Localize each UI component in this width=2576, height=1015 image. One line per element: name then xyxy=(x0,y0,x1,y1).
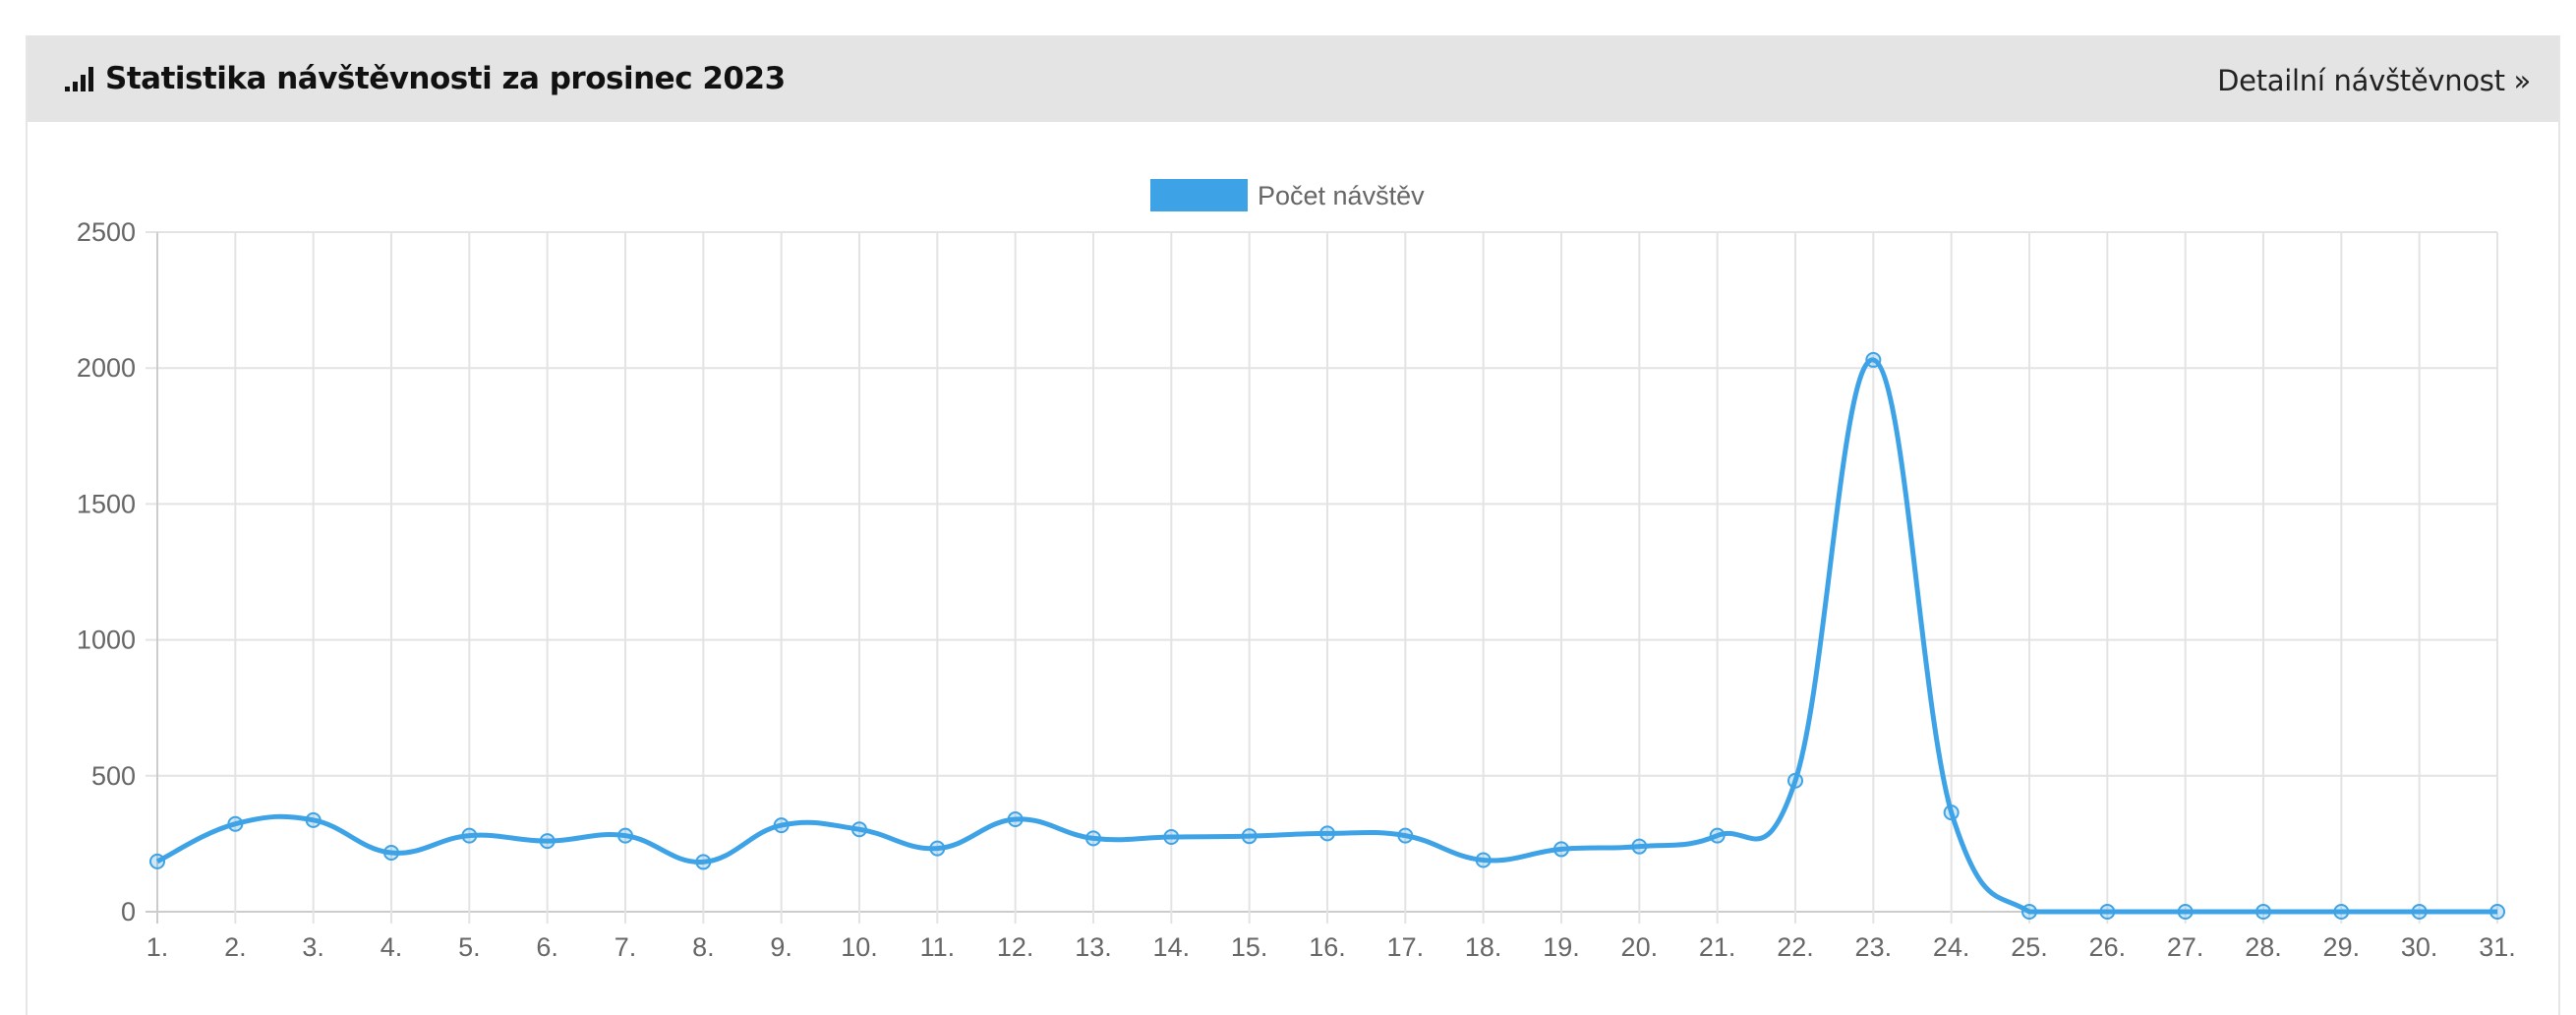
x-tick-label: 15. xyxy=(1231,932,1268,962)
data-point xyxy=(1163,828,1180,845)
data-point xyxy=(929,840,946,857)
data-point xyxy=(1319,825,1335,842)
chart-legend: Počet návštěv xyxy=(1150,179,1425,211)
panel-title: Statistika návštěvnosti za prosinec 2023 xyxy=(105,61,786,96)
data-point xyxy=(617,827,633,844)
data-point xyxy=(851,821,867,838)
data-point xyxy=(2333,904,2350,920)
panel-header: Statistika návštěvnosti za prosinec 2023… xyxy=(28,35,2558,122)
y-tick-label: 500 xyxy=(91,761,136,791)
x-tick-label: 9. xyxy=(770,932,792,962)
data-point xyxy=(1943,805,1960,821)
data-point xyxy=(1475,852,1492,868)
chart-points xyxy=(149,351,2505,920)
data-point xyxy=(383,845,399,862)
x-tick-label: 23. xyxy=(1855,932,1893,962)
x-tick-label: 17. xyxy=(1387,932,1425,962)
x-tick-label: 21. xyxy=(1699,932,1736,962)
x-tick-label: 11. xyxy=(920,932,956,962)
x-tick-label: 26. xyxy=(2089,932,2127,962)
data-point xyxy=(1865,351,1882,368)
data-point xyxy=(2021,904,2037,920)
data-point xyxy=(1241,828,1258,845)
x-tick-label: 28. xyxy=(2245,932,2282,962)
y-tick-label: 2000 xyxy=(77,353,136,383)
x-tick-label: 5. xyxy=(458,932,481,962)
series-line xyxy=(155,357,2497,915)
data-point xyxy=(1007,811,1024,828)
x-tick-label: 12. xyxy=(997,932,1034,962)
y-tick-label: 1000 xyxy=(77,626,136,655)
y-tick-label: 1500 xyxy=(77,489,136,518)
y-tick-label: 0 xyxy=(121,897,136,926)
chart-grid xyxy=(146,231,2498,924)
x-tick-label: 30. xyxy=(2401,932,2438,962)
x-tick-label: 31. xyxy=(2479,932,2516,962)
data-point xyxy=(305,811,322,828)
chart-axes: 0 500 1000 1500 2000 2500 1. 2. 3. 4. 5. 6. 7. 8. 9. 10… xyxy=(77,217,2516,962)
x-tick-label: 18. xyxy=(1465,932,1502,962)
x-tick-label: 27. xyxy=(2167,932,2204,962)
x-tick-label: 24. xyxy=(1933,932,1970,962)
data-point xyxy=(227,815,244,832)
x-tick-label: 19. xyxy=(1543,932,1580,962)
data-point xyxy=(539,833,556,850)
data-point xyxy=(2489,904,2505,920)
chart-series xyxy=(155,357,2497,915)
x-tick-label: 14. xyxy=(1153,932,1191,962)
x-tick-label: 1. xyxy=(146,932,169,962)
x-tick-label: 13. xyxy=(1075,932,1112,962)
legend-label: Počet návštěv xyxy=(1258,181,1425,210)
x-tick-label: 6. xyxy=(536,932,558,962)
x-tick-label: 25. xyxy=(2011,932,2048,962)
x-tick-label: 22. xyxy=(1777,932,1814,962)
data-point xyxy=(1709,827,1726,844)
data-point xyxy=(2099,904,2116,920)
x-tick-label: 20. xyxy=(1621,932,1659,962)
stats-panel: Statistika návštěvnosti za prosinec 2023… xyxy=(26,35,2560,1015)
data-point xyxy=(1397,827,1414,844)
legend-swatch xyxy=(1150,179,1248,211)
data-point xyxy=(1085,830,1101,847)
x-tick-label: 7. xyxy=(615,932,637,962)
data-point xyxy=(1787,772,1803,789)
data-point xyxy=(149,853,165,869)
panel-title-wrap: Statistika návštěvnosti za prosinec 2023 xyxy=(65,35,786,122)
x-tick-label: 16. xyxy=(1309,932,1346,962)
x-tick-label: 10. xyxy=(841,932,878,962)
data-point xyxy=(2255,904,2271,920)
x-tick-label: 3. xyxy=(302,932,324,962)
x-tick-label: 29. xyxy=(2323,932,2361,962)
y-tick-label: 2500 xyxy=(77,217,136,247)
detail-visits-link[interactable]: Detailní návštěvnost » xyxy=(2217,64,2531,97)
x-tick-label: 4. xyxy=(381,932,403,962)
data-point xyxy=(1631,838,1648,855)
data-point xyxy=(695,854,712,870)
signal-bars-icon xyxy=(65,66,93,91)
data-point xyxy=(773,817,790,834)
x-tick-label: 8. xyxy=(692,932,715,962)
data-point xyxy=(2177,904,2194,920)
data-point xyxy=(2411,904,2428,920)
data-point xyxy=(1553,841,1569,858)
data-point xyxy=(461,827,478,844)
x-tick-label: 2. xyxy=(224,932,247,962)
